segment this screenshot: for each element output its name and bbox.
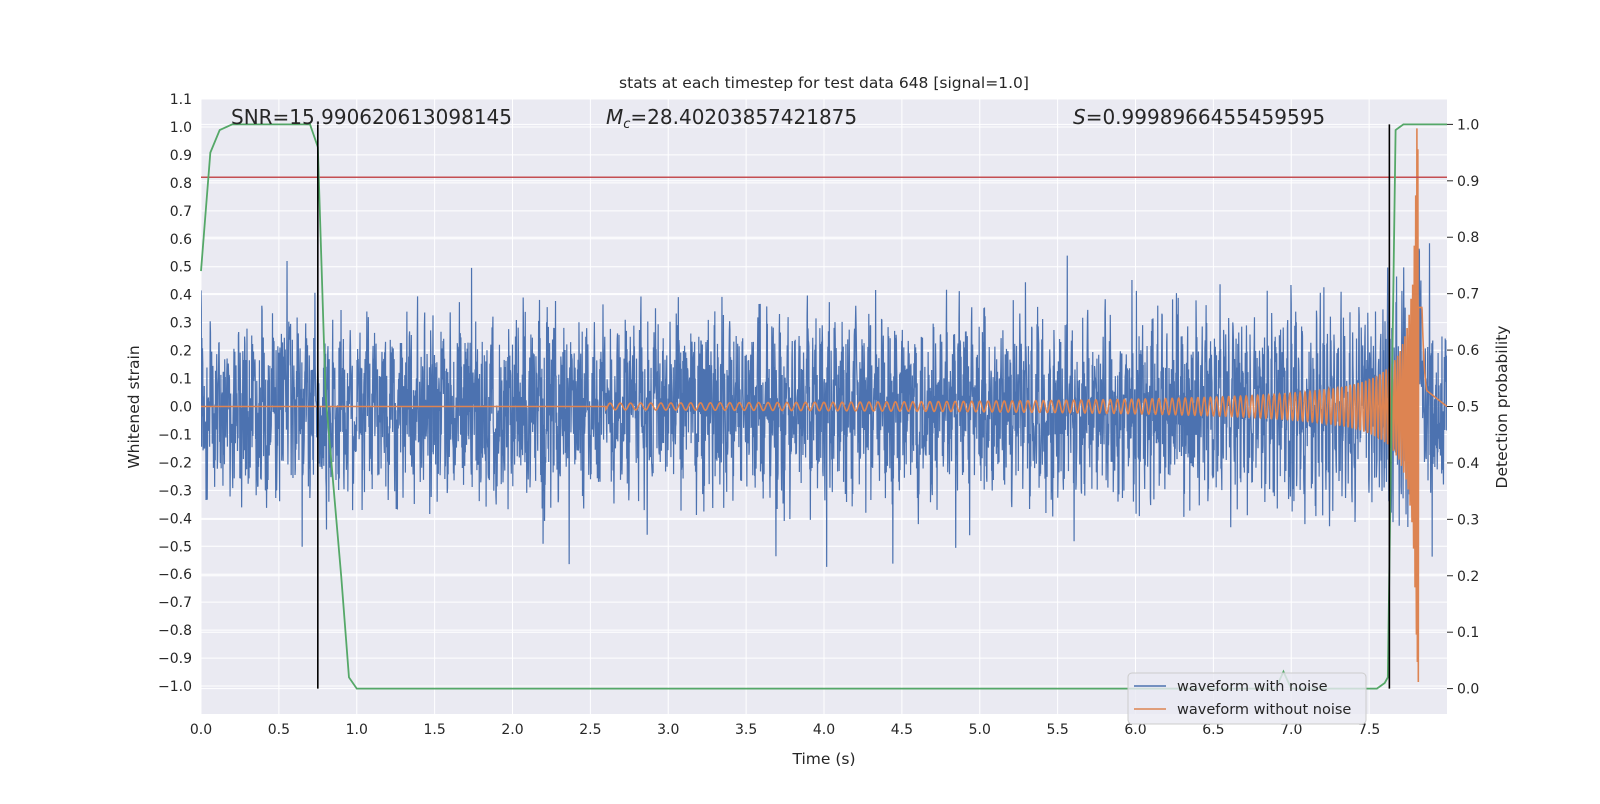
series-line-clean-waveform bbox=[201, 128, 1447, 682]
y-left-tick-label: −0.4 bbox=[158, 511, 192, 527]
y-left-tick-label: 0.4 bbox=[170, 288, 192, 304]
y-left-tick-label: −0.1 bbox=[158, 427, 192, 443]
y-right-tick-label: 0.4 bbox=[1457, 456, 1479, 472]
chart-title: stats at each timestep for test data 648… bbox=[619, 74, 1029, 92]
x-tick-label: 0.0 bbox=[190, 722, 212, 738]
series-line-detection-probability bbox=[200, 123, 1447, 690]
x-tick-label: 6.0 bbox=[1124, 722, 1146, 738]
x-tick-label: 5.0 bbox=[969, 722, 991, 738]
x-tick-label: 6.5 bbox=[1202, 722, 1224, 738]
x-tick-label: 1.0 bbox=[346, 722, 368, 738]
y-right-tick-label: 0.7 bbox=[1457, 287, 1479, 303]
y-left-axis-label: Whitened strain bbox=[125, 345, 143, 468]
s-value: =0.9998966455459595 bbox=[1086, 105, 1325, 129]
chirp-mass-annotation: Mc=28.40203857421875 bbox=[606, 105, 857, 132]
x-tick-label: 3.5 bbox=[735, 722, 757, 738]
y-left-axis-ticks: 1.1 1.0 0.9 0.8 0.7 0.6 0.5 0.4 0.3 0.2 0.1 0.0 −0.1… bbox=[158, 92, 192, 695]
snr-ratio-annotation: S=0.9998966455459595 bbox=[1073, 105, 1325, 129]
y-left-tick-label: 0.0 bbox=[170, 400, 192, 416]
x-axis-ticks: 0.0 0.5 1.0 1.5 2.0 2.5 3.0 3.5 4.0 4.5 5.0 5.5 6.0 6… bbox=[190, 722, 1380, 738]
x-tick-label: 2.0 bbox=[501, 722, 523, 738]
x-tick-label: 4.5 bbox=[891, 722, 913, 738]
legend-box bbox=[1127, 672, 1367, 725]
x-tick-label: 7.0 bbox=[1280, 722, 1302, 738]
overlay-layer bbox=[200, 123, 1447, 690]
y-left-tick-label: 0.9 bbox=[170, 148, 192, 164]
series-layer bbox=[201, 128, 1447, 682]
legend: waveform with noise waveform without noi… bbox=[1127, 672, 1367, 725]
y-left-tick-label: 0.1 bbox=[170, 372, 192, 388]
y-left-tick-label: 0.7 bbox=[170, 204, 192, 220]
s-symbol: S bbox=[1073, 105, 1086, 129]
y-left-tick-label: −0.2 bbox=[158, 455, 192, 471]
y-left-tick-label: 0.8 bbox=[170, 176, 192, 192]
y-right-tick-label: 0.0 bbox=[1457, 682, 1479, 698]
y-left-tick-label: −0.8 bbox=[158, 623, 192, 639]
y-left-tick-label: −1.0 bbox=[158, 679, 192, 695]
y-right-axis-ticks: 1.0 0.9 0.8 0.7 0.6 0.5 0.4 0.3 0.2 0.1 0.0 bbox=[1447, 117, 1479, 698]
y-right-tick-label: 1.0 bbox=[1457, 117, 1479, 133]
y-right-tick-label: 0.1 bbox=[1457, 625, 1479, 641]
x-tick-label: 1.5 bbox=[423, 722, 445, 738]
y-right-tick-label: 0.2 bbox=[1457, 569, 1479, 585]
legend-label-clean: waveform without noise bbox=[1177, 702, 1351, 718]
y-left-tick-label: 0.3 bbox=[170, 316, 192, 332]
chirp-mass-symbol: M bbox=[606, 105, 623, 129]
y-right-tick-label: 0.5 bbox=[1457, 400, 1479, 416]
y-left-tick-label: −0.7 bbox=[158, 595, 192, 611]
x-tick-label: 5.5 bbox=[1046, 722, 1068, 738]
snr-annotation: SNR=15.990620613098145 bbox=[231, 105, 512, 129]
y-left-tick-label: −0.5 bbox=[158, 539, 192, 555]
chirp-mass-value: =28.40203857421875 bbox=[630, 105, 857, 129]
y-left-tick-label: 0.2 bbox=[170, 344, 192, 360]
y-left-tick-label: 0.6 bbox=[170, 232, 192, 248]
x-tick-label: 2.5 bbox=[579, 722, 601, 738]
y-right-tick-label: 0.6 bbox=[1457, 343, 1479, 359]
y-left-tick-label: 1.1 bbox=[170, 92, 192, 108]
x-tick-label: 4.0 bbox=[813, 722, 835, 738]
legend-label-noise: waveform with noise bbox=[1177, 679, 1328, 695]
x-axis-label: Time (s) bbox=[791, 750, 855, 768]
y-right-tick-label: 0.9 bbox=[1457, 174, 1479, 190]
y-left-tick-label: −0.3 bbox=[158, 483, 192, 499]
y-left-tick-label: −0.9 bbox=[158, 651, 192, 667]
y-left-tick-label: 1.0 bbox=[170, 120, 192, 136]
y-right-axis-label: Detection probability bbox=[1493, 326, 1511, 489]
y-right-tick-label: 0.3 bbox=[1457, 512, 1479, 528]
y-left-tick-label: 0.5 bbox=[170, 260, 192, 276]
chirp-mass-subscript: c bbox=[623, 117, 630, 132]
y-left-tick-label: −0.6 bbox=[158, 567, 192, 583]
y-right-tick-label: 0.8 bbox=[1457, 230, 1479, 246]
x-tick-label: 0.5 bbox=[268, 722, 290, 738]
x-tick-label: 3.0 bbox=[657, 722, 679, 738]
x-tick-label: 7.5 bbox=[1358, 722, 1380, 738]
